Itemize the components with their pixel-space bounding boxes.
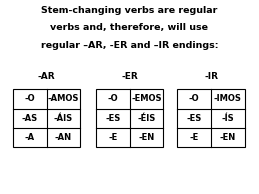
- Bar: [13, 89, 80, 147]
- Text: Stem-changing verbs are regular: Stem-changing verbs are regular: [41, 6, 218, 15]
- Text: -EMOS: -EMOS: [131, 94, 162, 103]
- Text: -AS: -AS: [22, 114, 38, 123]
- Text: regular –AR, -ER and –IR endings:: regular –AR, -ER and –IR endings:: [41, 41, 218, 50]
- Text: -ÍS: -ÍS: [222, 114, 234, 123]
- Text: -AMOS: -AMOS: [48, 94, 79, 103]
- Text: -ER: -ER: [121, 73, 138, 81]
- Text: -AN: -AN: [55, 133, 72, 142]
- Text: -E: -E: [190, 133, 199, 142]
- Text: -ES: -ES: [187, 114, 202, 123]
- Text: -ÉIS: -ÉIS: [137, 114, 155, 123]
- Text: -O: -O: [24, 94, 35, 103]
- Text: -IR: -IR: [204, 73, 218, 81]
- Text: -EN: -EN: [220, 133, 236, 142]
- Text: -AR: -AR: [38, 73, 55, 81]
- Text: -IMOS: -IMOS: [214, 94, 242, 103]
- Text: verbs and, therefore, will use: verbs and, therefore, will use: [51, 23, 208, 32]
- Text: -A: -A: [25, 133, 35, 142]
- Bar: [177, 89, 245, 147]
- Text: -ES: -ES: [105, 114, 120, 123]
- Text: -EN: -EN: [138, 133, 154, 142]
- Text: -O: -O: [107, 94, 118, 103]
- Text: -O: -O: [189, 94, 200, 103]
- Text: -ÁIS: -ÁIS: [54, 114, 73, 123]
- Bar: [96, 89, 163, 147]
- Text: -E: -E: [108, 133, 117, 142]
